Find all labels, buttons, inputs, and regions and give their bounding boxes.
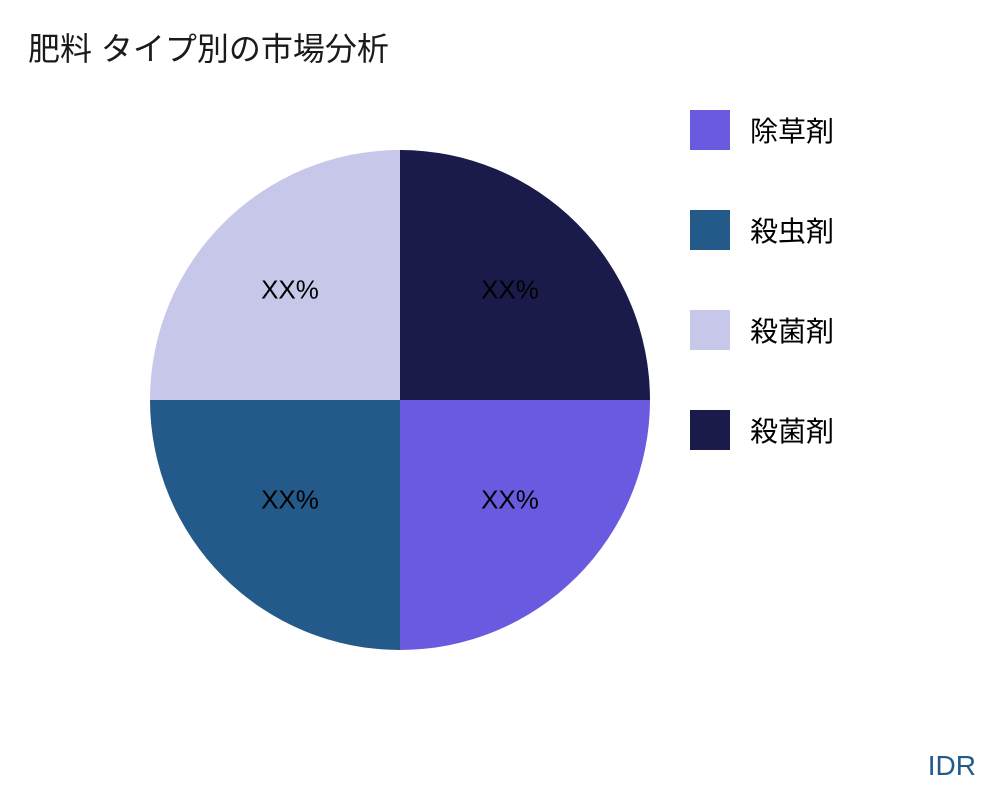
- legend-label-1: 殺虫剤: [750, 210, 834, 250]
- legend-item-1: 殺虫剤: [690, 210, 834, 250]
- slice-label-1: XX%: [481, 485, 539, 516]
- legend-item-0: 除草剤: [690, 110, 834, 150]
- legend-swatch-2: [690, 310, 730, 350]
- slice-label-3: XX%: [261, 275, 319, 306]
- legend-label-3: 殺菌剤: [750, 410, 834, 450]
- legend-swatch-0: [690, 110, 730, 150]
- chart-title: 肥料 タイプ別の市場分析: [28, 24, 389, 70]
- slice-label-2: XX%: [261, 485, 319, 516]
- legend-swatch-3: [690, 410, 730, 450]
- footer-label: IDR: [928, 750, 976, 782]
- legend-item-2: 殺菌剤: [690, 310, 834, 350]
- legend-label-0: 除草剤: [750, 110, 834, 150]
- pie-disc: [150, 150, 650, 650]
- slice-label-0: XX%: [481, 275, 539, 306]
- legend-label-2: 殺菌剤: [750, 310, 834, 350]
- legend-swatch-1: [690, 210, 730, 250]
- legend: 除草剤 殺虫剤 殺菌剤 殺菌剤: [690, 110, 834, 450]
- legend-item-3: 殺菌剤: [690, 410, 834, 450]
